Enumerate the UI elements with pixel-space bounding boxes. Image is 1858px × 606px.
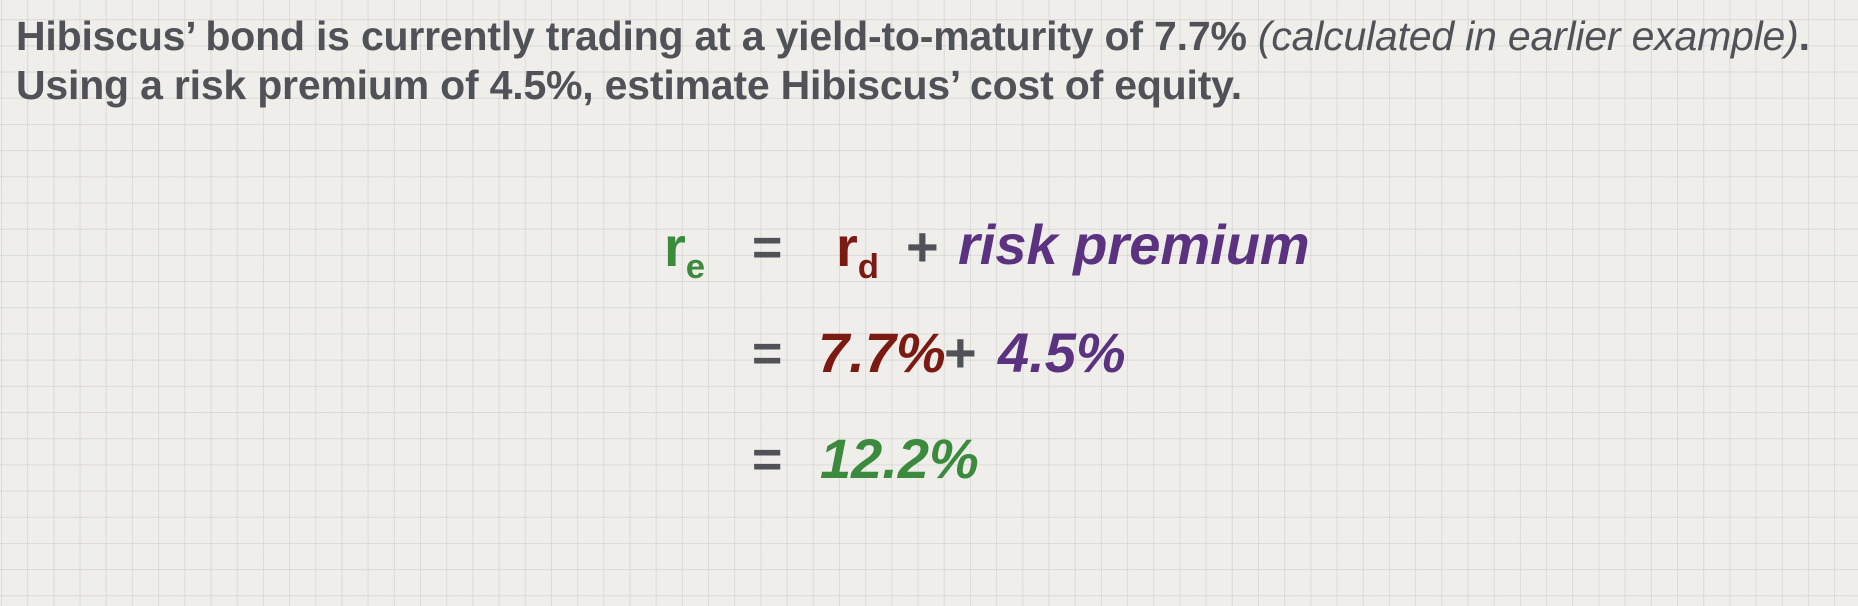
equals-sign-1: = — [752, 219, 783, 277]
plus-sign-1: + — [906, 215, 939, 278]
equals-sign-3: = — [752, 431, 783, 489]
plus-sign-2: + — [944, 321, 977, 384]
cost-of-debt-value: 7.7% — [818, 321, 946, 384]
risk-premium-label: risk premium — [958, 213, 1310, 276]
problem-note: (calculated in earlier example) — [1257, 13, 1799, 59]
cost-of-equity-symbol: re — [664, 214, 705, 285]
risk-premium-value: 4.5% — [998, 321, 1126, 384]
re-subscript: e — [685, 248, 706, 287]
cost-of-debt-symbol: rd — [836, 214, 879, 285]
problem-text-part2: . Using a risk premium of 4.5%, estimate… — [16, 13, 1810, 108]
cost-of-equity-result: 12.2% — [820, 427, 979, 490]
rd-subscript: d — [857, 248, 880, 287]
rd-base: r — [836, 215, 858, 278]
re-base: r — [664, 215, 686, 278]
equals-sign-2: = — [752, 325, 783, 383]
problem-text-part1: Hibiscus’ bond is currently trading at a… — [16, 13, 1258, 59]
problem-statement: Hibiscus’ bond is currently trading at a… — [16, 12, 1836, 110]
